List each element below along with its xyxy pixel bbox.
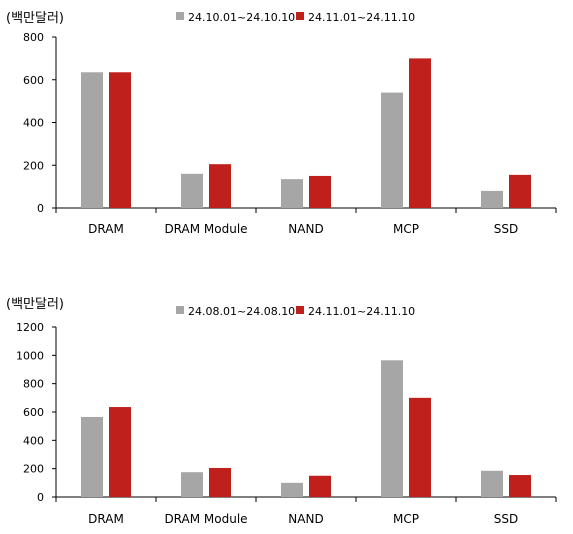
bar-series-1 [281,482,303,497]
legend-swatch-series-2 [296,306,304,314]
bar-series-1 [481,470,503,497]
y-tick-label: 400 [23,434,44,447]
y-tick-label: 1200 [16,321,44,334]
x-category-label: DRAM [88,512,124,526]
x-category-label: SSD [494,512,518,526]
x-category-label: MCP [393,512,419,526]
legend-swatch-series-1 [176,306,184,314]
x-category-label: NAND [288,512,323,526]
bar-series-1 [181,173,203,208]
y-unit-label: (백만달러) [6,11,64,26]
legend-label-series-1: 24.08.01~24.08.10 [188,305,295,318]
chart-bottom: (백만달러) 24.08.01~24.08.10 24.11.01~24.11.… [0,286,573,534]
plot-area: 0 200 400 600 800 DRAM DRAM Module NAND MCP SSD [23,31,557,236]
bar-series-1 [381,92,403,208]
bar-series-1 [81,72,103,208]
y-tick-label: 400 [23,117,44,130]
bar-series-2 [509,475,531,497]
y-tick-label: 200 [23,159,44,172]
chart-top: (백만달러) 24.10.01~24.10.10 24.11.01~24.11.… [0,0,573,262]
y-tick-label: 600 [23,406,44,419]
bar-series-1 [281,179,303,208]
legend-label-series-2: 24.11.01~24.11.10 [308,305,415,318]
bar-series-2 [409,397,431,497]
legend-label-series-2: 24.11.01~24.11.10 [308,11,415,24]
y-tick-label: 800 [23,31,44,44]
legend-label-series-1: 24.10.01~24.10.10 [188,11,295,24]
bar-chart-top: (백만달러) 24.10.01~24.10.10 24.11.01~24.11.… [6,11,557,236]
plot-area: 0 200 400 600 800 1000 1200 DRAM DRAM Module NAND… [16,321,557,526]
x-category-label: DRAM [88,222,124,236]
x-category-label: DRAM Module [164,222,247,236]
x-category-label: MCP [393,222,419,236]
bar-series-1 [181,472,203,497]
legend-swatch-series-1 [176,12,184,20]
bar-series-1 [481,190,503,208]
bar-series-2 [509,174,531,208]
legend-swatch-series-2 [296,12,304,20]
x-category-label: NAND [288,222,323,236]
y-tick-label: 0 [37,491,44,504]
x-category-label: DRAM Module [164,512,247,526]
y-unit-label: (백만달러) [6,297,64,312]
y-tick-label: 200 [23,463,44,476]
y-tick-label: 0 [37,202,44,215]
bar-series-2 [309,475,331,497]
bar-series-1 [381,360,403,497]
x-category-label: SSD [494,222,518,236]
bar-series-1 [81,416,103,497]
bar-series-2 [209,467,231,497]
bar-series-2 [409,58,431,208]
y-tick-label: 800 [23,378,44,391]
bar-chart-bottom: (백만달러) 24.08.01~24.08.10 24.11.01~24.11.… [6,297,557,526]
bar-series-2 [109,72,131,208]
bar-series-2 [209,164,231,208]
bar-series-2 [309,175,331,208]
bar-series-2 [109,407,131,497]
y-tick-label: 1000 [16,349,44,362]
y-tick-label: 600 [23,74,44,87]
